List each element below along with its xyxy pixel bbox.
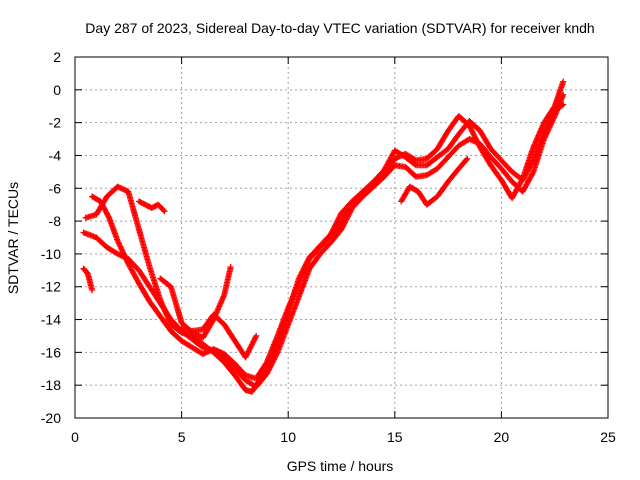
- chart-title: Day 287 of 2023, Sidereal Day-to-day VTE…: [85, 20, 594, 36]
- series-track-6: [157, 264, 234, 341]
- y-tick-label: -4: [49, 147, 62, 163]
- y-tick-label: -16: [41, 344, 61, 360]
- y-tick-label: -20: [41, 410, 61, 426]
- data-point: [89, 287, 96, 294]
- data-point: [560, 91, 567, 98]
- y-tick-label: -12: [41, 279, 61, 295]
- series-track-4: [80, 265, 96, 294]
- data-point: [463, 156, 470, 163]
- y-tick-label: -2: [49, 115, 62, 131]
- x-tick-label: 10: [280, 429, 296, 445]
- y-tick-label: 2: [53, 49, 61, 65]
- y-tick-label: -10: [41, 246, 61, 262]
- x-tick-label: 20: [494, 429, 510, 445]
- plot-frame: [74, 56, 609, 419]
- data-point: [253, 332, 260, 339]
- x-tick-label: 15: [387, 429, 403, 445]
- series-track-7: [178, 311, 260, 361]
- x-tick-label: 5: [178, 429, 186, 445]
- y-tick-label: -6: [49, 180, 62, 196]
- data-point: [161, 208, 168, 215]
- data-point: [560, 101, 567, 108]
- data-point: [464, 155, 471, 162]
- data-point: [559, 102, 566, 109]
- series-track-5: [135, 198, 168, 215]
- y-tick-label: -18: [41, 377, 61, 393]
- data-point: [560, 78, 567, 85]
- axis-ticks: 0 5 10 15 20 25-20-18-16-14-12-10-8-6-4-202: [41, 49, 616, 445]
- series-track-8: [398, 155, 471, 208]
- x-tick-label: 25: [600, 429, 616, 445]
- y-tick-label: -14: [41, 312, 61, 328]
- series-track-3: [89, 101, 567, 382]
- data-points: [80, 78, 567, 395]
- data-point: [411, 161, 418, 168]
- y-axis-label: SDTVAR / TECUs: [5, 182, 21, 294]
- x-tick-label: 0: [71, 429, 79, 445]
- y-tick-label: -8: [49, 213, 62, 229]
- x-axis-label: GPS time / hours: [287, 458, 394, 474]
- data-point: [227, 264, 234, 271]
- y-tick-label: 0: [53, 82, 61, 98]
- data-point: [160, 207, 167, 214]
